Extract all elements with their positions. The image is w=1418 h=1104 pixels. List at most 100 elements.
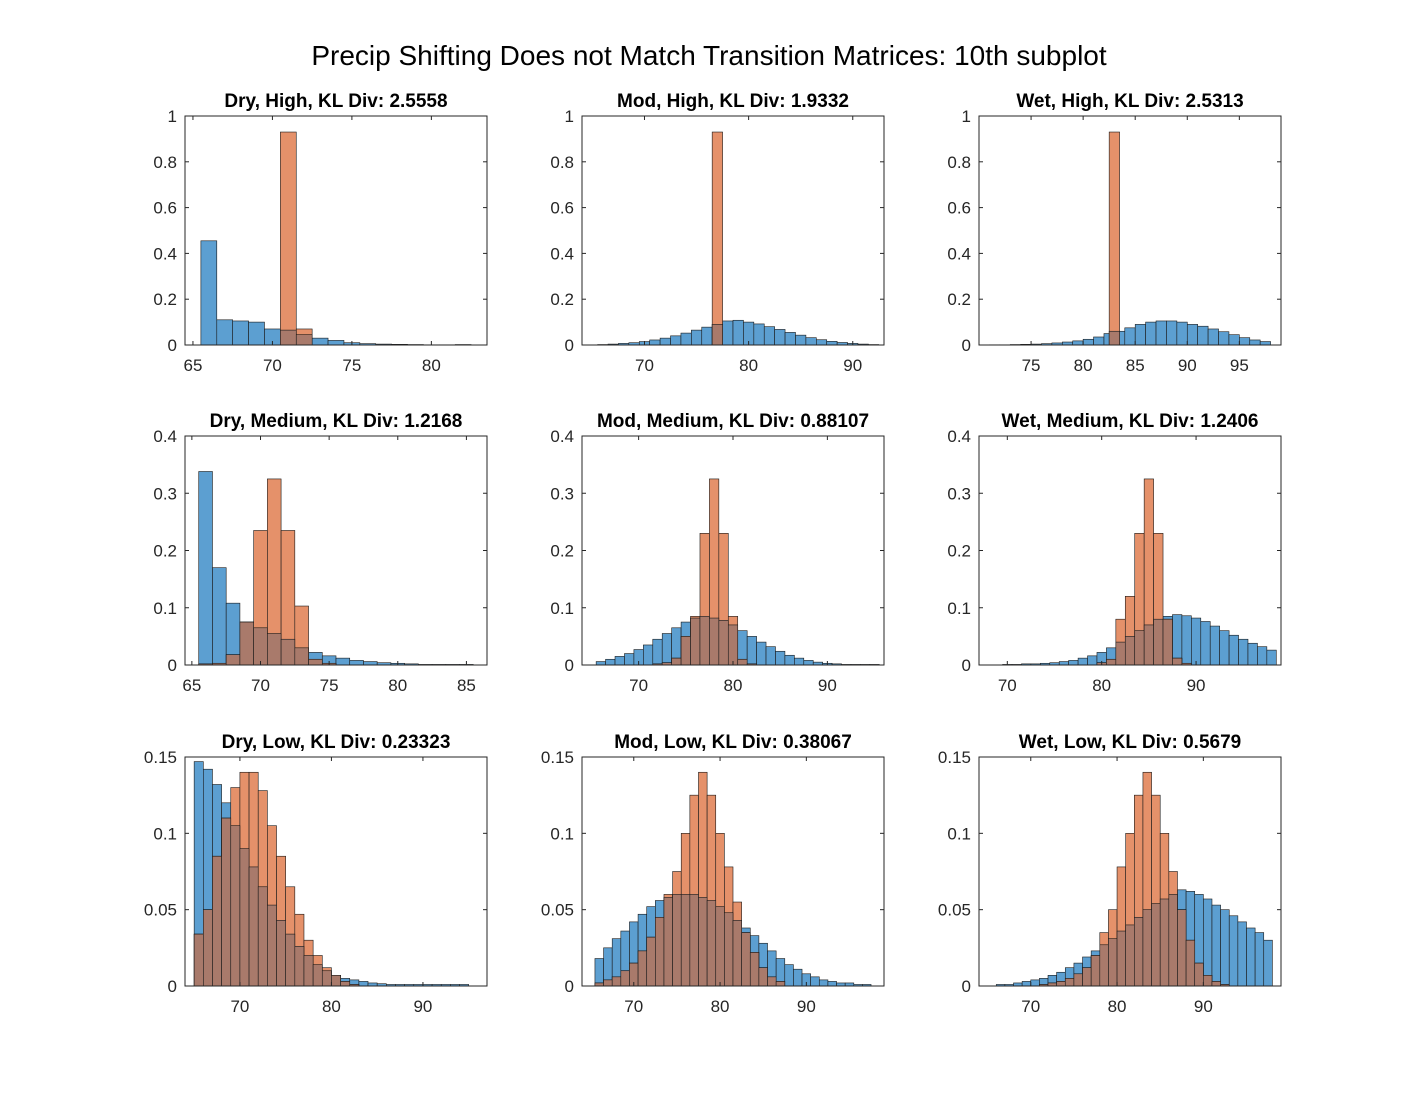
bars bbox=[597, 131, 880, 346]
y-tick-label: 0.4 bbox=[947, 244, 971, 263]
overlap-bar bbox=[225, 654, 241, 666]
overlap-bar bbox=[303, 955, 314, 987]
axes-box bbox=[581, 115, 885, 346]
series-a-bar bbox=[594, 958, 604, 987]
series-a-bar bbox=[1209, 625, 1220, 666]
overlap-bar bbox=[253, 627, 268, 666]
y-tick-label: 0 bbox=[962, 336, 971, 355]
subplot-6: Wet, Medium, KL Div: 1.2406 0 0.1 0.2 0.3 0.4… bbox=[947, 411, 1282, 695]
overlap-bar bbox=[741, 932, 751, 987]
series-a-bar bbox=[784, 654, 795, 666]
series-a-bar bbox=[1220, 909, 1230, 987]
x-tick-label: 65 bbox=[183, 356, 202, 375]
series-a-bar bbox=[1197, 325, 1209, 346]
overlap-bar bbox=[689, 894, 699, 987]
overlap-bar bbox=[1115, 641, 1126, 666]
subplot-9: Wet, Low, KL Div: 0.5679 0 0.05 0.1 0.15 70 80… bbox=[938, 732, 1282, 1016]
y-tick-label: 0.2 bbox=[947, 542, 971, 561]
series-a-bar bbox=[1093, 336, 1105, 346]
series-a-bar bbox=[1228, 915, 1239, 987]
overlap-bar bbox=[749, 952, 760, 987]
overlap-bar bbox=[620, 970, 630, 987]
axes-box bbox=[184, 756, 488, 987]
y-tick-label: 0.2 bbox=[947, 290, 971, 309]
series-a-bar bbox=[763, 326, 775, 346]
series-a-bar bbox=[661, 633, 672, 666]
overlap-bar bbox=[239, 621, 254, 666]
overlap-bar bbox=[718, 620, 729, 666]
overlap-bar bbox=[672, 894, 682, 987]
series-a-bar bbox=[756, 641, 767, 666]
overlap-bar bbox=[267, 633, 282, 666]
y-tick-label: 0 bbox=[962, 977, 971, 996]
y-tick-label: 0.1 bbox=[153, 824, 177, 843]
subplot-title: Dry, High, KL Div: 2.5558 bbox=[224, 91, 447, 112]
axes-box bbox=[581, 756, 885, 987]
overlap-bar bbox=[1203, 975, 1213, 987]
y-tick-label: 0.15 bbox=[938, 748, 971, 767]
x-tick-label: 80 bbox=[739, 356, 758, 375]
series-a-bar bbox=[826, 341, 838, 346]
series-a-bar bbox=[818, 979, 829, 987]
x-tick-label: 70 bbox=[635, 356, 654, 375]
series-a-bar bbox=[1082, 338, 1094, 346]
subplot-8: Mod, Low, KL Div: 0.38067 0 0.05 0.1 0.15 70 8… bbox=[541, 732, 885, 1016]
series-a-bar bbox=[1124, 327, 1136, 346]
series-a-bar bbox=[827, 981, 837, 987]
y-tick-label: 0.1 bbox=[550, 824, 574, 843]
y-tick-label: 0.15 bbox=[541, 748, 574, 767]
subplot-3: Wet, High, KL Div: 2.5313 0 0.2 0.4 0.6 0.8 1 7… bbox=[947, 91, 1282, 375]
overlap-bar bbox=[724, 912, 734, 987]
series-a-bar bbox=[358, 981, 369, 987]
axes-box bbox=[184, 115, 488, 346]
y-tick-label: 0 bbox=[565, 977, 574, 996]
x-tick-label: 80 bbox=[388, 676, 407, 695]
overlap-bar bbox=[276, 920, 286, 987]
y-tick-label: 0.1 bbox=[947, 599, 971, 618]
series-a-bar bbox=[1239, 337, 1251, 346]
overlap-bar bbox=[680, 894, 691, 987]
y-tick-label: 0 bbox=[962, 656, 971, 675]
overlap-bar bbox=[767, 976, 777, 987]
x-tick-label: 70 bbox=[1021, 997, 1040, 1016]
overlap-bar bbox=[1143, 624, 1154, 666]
series-a-bar bbox=[805, 337, 817, 346]
series-a-bar bbox=[1259, 341, 1271, 346]
overlap-bar bbox=[1056, 981, 1066, 987]
overlap-bar bbox=[732, 920, 742, 987]
overlap-bar bbox=[1124, 636, 1136, 666]
overlap-bar bbox=[690, 617, 701, 666]
series-a-bar bbox=[1254, 932, 1265, 987]
x-tick-label: 90 bbox=[797, 997, 816, 1016]
overlap-bar bbox=[1177, 909, 1187, 987]
overlap-bar bbox=[603, 979, 613, 987]
series-a-bar bbox=[1257, 646, 1268, 666]
subplot-4: Dry, Medium, KL Div: 1.2168 0 0.1 0.2 0.3 0.4… bbox=[153, 411, 488, 695]
series-a-bar bbox=[1238, 638, 1249, 666]
series-a-bar bbox=[198, 471, 213, 666]
overlap-bar bbox=[193, 933, 204, 987]
overlap-bar bbox=[1090, 955, 1101, 987]
series-a-bar bbox=[1246, 927, 1256, 987]
y-tick-label: 0.6 bbox=[153, 199, 177, 218]
bars bbox=[995, 771, 1273, 987]
overlap-bar bbox=[203, 909, 213, 987]
y-tick-label: 0 bbox=[168, 977, 177, 996]
series-a-bar bbox=[1228, 634, 1239, 666]
overlap-bar bbox=[1082, 967, 1092, 987]
overlap-bar bbox=[698, 897, 708, 987]
overlap-bar bbox=[758, 967, 768, 987]
y-tick-label: 0.4 bbox=[550, 244, 574, 263]
x-tick-label: 85 bbox=[1126, 356, 1145, 375]
series-a-bar bbox=[327, 340, 345, 346]
subplot-2: Mod, High, KL Div: 1.9332 0 0.2 0.4 0.6 0.8 1 7… bbox=[550, 91, 885, 375]
y-tick-label: 0 bbox=[565, 336, 574, 355]
x-tick-label: 70 bbox=[624, 997, 643, 1016]
y-tick-label: 0.6 bbox=[947, 199, 971, 218]
overlap-bar bbox=[715, 906, 725, 987]
series-a-bar bbox=[670, 335, 682, 346]
series-a-bar bbox=[793, 968, 803, 987]
overlap-bar bbox=[637, 950, 648, 987]
y-tick-label: 0.05 bbox=[144, 901, 177, 920]
